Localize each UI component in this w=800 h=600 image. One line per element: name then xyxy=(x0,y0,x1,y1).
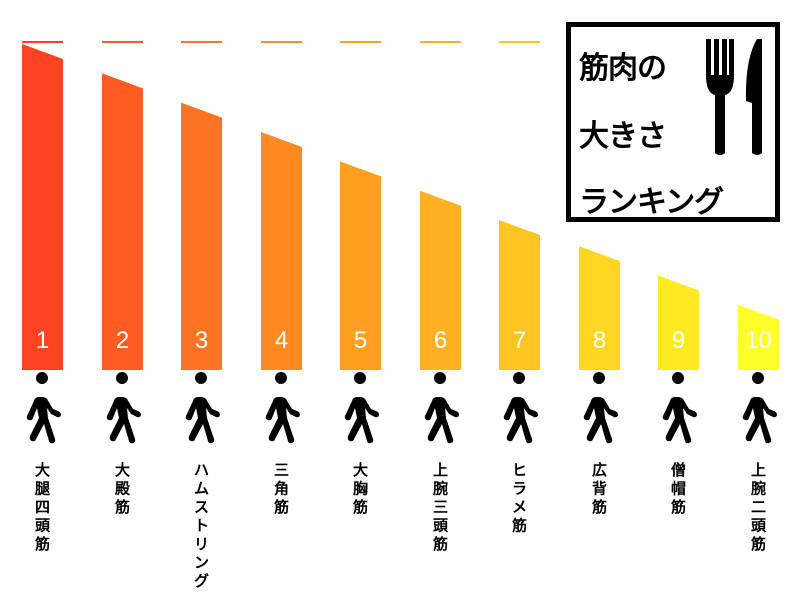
rank-label: 8 xyxy=(593,327,606,354)
category-label: 三角筋 xyxy=(273,461,289,516)
max-reference-line xyxy=(22,41,63,43)
title-line-2: 大きさ xyxy=(579,119,667,154)
max-reference-line xyxy=(499,41,540,43)
walking-person-icon xyxy=(503,372,538,444)
walking-person-icon xyxy=(583,372,618,444)
max-reference-line xyxy=(261,41,302,43)
bar-4 xyxy=(261,132,302,370)
knife-icon xyxy=(745,39,762,155)
title-line-3: ランキング xyxy=(579,185,724,220)
walking-person-icon xyxy=(106,372,141,444)
walking-person-icon xyxy=(185,372,220,444)
rank-label: 6 xyxy=(434,327,447,354)
category-label: 上腕二頭筋 xyxy=(750,461,767,553)
rank-label: 10 xyxy=(745,327,772,354)
bar-7 xyxy=(499,220,540,370)
category-label: 大腿四頭筋 xyxy=(34,461,51,553)
rank-label: 4 xyxy=(275,327,288,354)
category-label: ヒラメ筋 xyxy=(511,461,527,535)
bar-8 xyxy=(579,246,620,370)
category-label: 僧帽筋 xyxy=(670,461,686,516)
rank-label: 5 xyxy=(354,327,367,354)
walking-person-icon xyxy=(742,372,777,444)
bar-10 xyxy=(738,304,779,370)
bar-6 xyxy=(420,190,461,370)
rank-label: 2 xyxy=(116,327,129,354)
category-label: 上腕三頭筋 xyxy=(432,461,449,553)
bar-1 xyxy=(22,44,63,370)
title-box: 筋肉の 大きさ ランキング xyxy=(566,22,780,222)
walking-person-icon xyxy=(424,372,459,444)
category-label: ハムストリング xyxy=(194,461,209,590)
bar-3 xyxy=(181,102,222,371)
rank-label: 9 xyxy=(672,327,685,354)
category-label: 大胸筋 xyxy=(352,461,368,516)
max-reference-line xyxy=(340,41,381,43)
bar-9 xyxy=(658,275,699,370)
rank-label: 7 xyxy=(513,327,526,354)
walking-person-icon xyxy=(662,372,697,444)
max-reference-line xyxy=(420,41,461,43)
bar-5 xyxy=(340,161,381,370)
bar-2 xyxy=(102,73,143,370)
category-label: 大殿筋 xyxy=(114,461,131,516)
max-reference-line xyxy=(181,41,222,43)
rank-label: 1 xyxy=(36,327,49,354)
title-line-1: 筋肉の xyxy=(579,51,667,86)
walking-person-icon xyxy=(344,372,379,444)
walking-person-icon xyxy=(265,372,300,444)
fork-icon xyxy=(706,39,734,155)
rank-label: 3 xyxy=(195,327,208,354)
walking-person-icon xyxy=(26,372,61,444)
category-label: 広背筋 xyxy=(591,461,607,516)
max-reference-line xyxy=(102,41,143,43)
